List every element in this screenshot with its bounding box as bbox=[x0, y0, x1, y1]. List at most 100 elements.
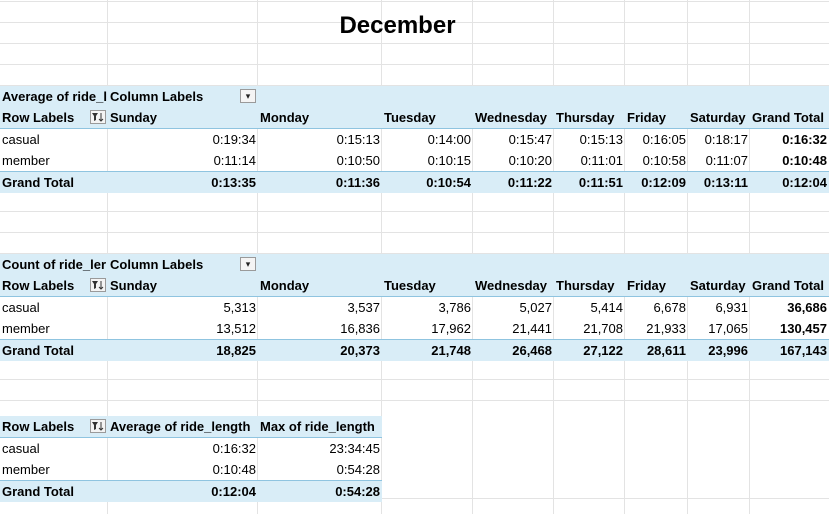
grand-total-cell[interactable]: 18,825 bbox=[216, 343, 256, 358]
day-header-wednesday[interactable]: Wednesday bbox=[475, 110, 548, 125]
day-header-monday[interactable]: Monday bbox=[260, 110, 310, 125]
grand-total-label[interactable]: Grand Total bbox=[2, 343, 74, 358]
value-cell[interactable]: 3,786 bbox=[438, 300, 471, 315]
max-ride-length-header[interactable]: Max of ride_length bbox=[260, 419, 375, 434]
value-field-label[interactable]: Count of ride_ler bbox=[2, 257, 107, 272]
day-header-friday[interactable]: Friday bbox=[627, 278, 667, 293]
value-cell[interactable]: 13,512 bbox=[216, 321, 256, 336]
value-cell[interactable]: 21,933 bbox=[646, 321, 686, 336]
grand-total-cell[interactable]: 0:13:35 bbox=[211, 175, 256, 190]
grand-total-cell[interactable]: 0:10:54 bbox=[426, 175, 471, 190]
pivot-table-average[interactable]: Average of ride_l Column Labels ▾ Row La… bbox=[0, 86, 829, 193]
value-cell[interactable]: 6,678 bbox=[653, 300, 686, 315]
grand-total-cell[interactable]: 28,611 bbox=[646, 343, 686, 358]
value-cell[interactable]: 5,313 bbox=[223, 300, 256, 315]
grand-total-cell[interactable]: 21,748 bbox=[431, 343, 471, 358]
row-total-cell[interactable]: 0:10:48 bbox=[782, 153, 827, 168]
average-ride-length-header[interactable]: Average of ride_length bbox=[110, 419, 251, 434]
row-labels-header[interactable]: Row Labels bbox=[2, 278, 75, 293]
table-row[interactable]: member 0:11:14 0:10:50 0:10:15 0:10:20 0… bbox=[0, 150, 829, 171]
grand-total-cell[interactable]: 26,468 bbox=[512, 343, 552, 358]
row-labels-filter-icon[interactable] bbox=[90, 110, 106, 124]
grand-total-row[interactable]: Grand Total 0:13:35 0:11:36 0:10:54 0:11… bbox=[0, 171, 829, 193]
grand-total-label[interactable]: Grand Total bbox=[2, 484, 74, 499]
value-cell[interactable]: 17,962 bbox=[431, 321, 471, 336]
grand-total-cell[interactable]: 27,122 bbox=[583, 343, 623, 358]
value-cell[interactable]: 16,836 bbox=[340, 321, 380, 336]
day-header-sunday[interactable]: Sunday bbox=[110, 278, 157, 293]
day-header-friday[interactable]: Friday bbox=[627, 110, 667, 125]
value-cell[interactable]: 0:10:15 bbox=[427, 153, 471, 168]
day-header-thursday[interactable]: Thursday bbox=[556, 278, 615, 293]
day-header-saturday[interactable]: Saturday bbox=[690, 110, 746, 125]
table-row[interactable]: casual 0:16:32 23:34:45 bbox=[0, 438, 382, 459]
value-cell[interactable]: 0:15:13 bbox=[579, 132, 623, 147]
grand-total-overall[interactable]: 167,143 bbox=[780, 343, 827, 358]
day-header-wednesday[interactable]: Wednesday bbox=[475, 278, 548, 293]
value-cell[interactable]: 23:34:45 bbox=[329, 441, 380, 456]
value-cell[interactable]: 0:14:00 bbox=[427, 132, 471, 147]
column-labels-dropdown-icon[interactable]: ▾ bbox=[240, 89, 256, 103]
value-cell[interactable]: 21,708 bbox=[583, 321, 623, 336]
grand-total-cell[interactable]: 0:12:04 bbox=[211, 484, 256, 499]
value-cell[interactable]: 5,414 bbox=[590, 300, 623, 315]
grand-total-cell[interactable]: 20,373 bbox=[340, 343, 380, 358]
row-label-member[interactable]: member bbox=[2, 153, 50, 168]
row-labels-filter-icon[interactable] bbox=[90, 278, 106, 292]
table-row[interactable]: casual 0:19:34 0:15:13 0:14:00 0:15:47 0… bbox=[0, 129, 829, 150]
day-header-sunday[interactable]: Sunday bbox=[110, 110, 157, 125]
grand-total-header[interactable]: Grand Total bbox=[752, 278, 824, 293]
value-cell[interactable]: 0:10:50 bbox=[336, 153, 380, 168]
day-header-tuesday[interactable]: Tuesday bbox=[384, 110, 436, 125]
value-cell[interactable]: 0:15:47 bbox=[508, 132, 552, 147]
value-cell[interactable]: 0:19:34 bbox=[212, 132, 256, 147]
table-row[interactable]: casual 5,313 3,537 3,786 5,027 5,414 6,6… bbox=[0, 297, 829, 318]
pivot-table-count[interactable]: Count of ride_ler Column Labels ▾ Row La… bbox=[0, 254, 829, 361]
day-header-tuesday[interactable]: Tuesday bbox=[384, 278, 436, 293]
grand-total-cell[interactable]: 0:54:28 bbox=[335, 484, 380, 499]
column-labels-dropdown-icon[interactable]: ▾ bbox=[240, 257, 256, 271]
table-row[interactable]: member 0:10:48 0:54:28 bbox=[0, 459, 382, 480]
table-row[interactable]: member 13,512 16,836 17,962 21,441 21,70… bbox=[0, 318, 829, 339]
column-labels-header[interactable]: Column Labels bbox=[110, 257, 204, 272]
value-cell[interactable]: 0:54:28 bbox=[336, 462, 380, 477]
value-cell[interactable]: 0:10:58 bbox=[642, 153, 686, 168]
row-total-cell[interactable]: 36,686 bbox=[787, 300, 827, 315]
value-cell[interactable]: 5,027 bbox=[519, 300, 552, 315]
row-label-casual[interactable]: casual bbox=[2, 441, 40, 456]
grand-total-cell[interactable]: 0:13:11 bbox=[703, 175, 748, 190]
value-cell[interactable]: 0:16:05 bbox=[642, 132, 686, 147]
grand-total-cell[interactable]: 0:11:51 bbox=[578, 175, 623, 190]
value-cell[interactable]: 0:11:01 bbox=[580, 153, 623, 168]
row-label-member[interactable]: member bbox=[2, 321, 50, 336]
grand-total-header[interactable]: Grand Total bbox=[752, 110, 824, 125]
value-cell[interactable]: 0:10:48 bbox=[212, 462, 256, 477]
grand-total-cell[interactable]: 23,996 bbox=[708, 343, 748, 358]
row-label-casual[interactable]: casual bbox=[2, 132, 40, 147]
row-label-casual[interactable]: casual bbox=[2, 300, 40, 315]
grand-total-row[interactable]: Grand Total 18,825 20,373 21,748 26,468 … bbox=[0, 339, 829, 361]
grand-total-row[interactable]: Grand Total 0:12:04 0:54:28 bbox=[0, 480, 382, 502]
value-cell[interactable]: 17,065 bbox=[708, 321, 748, 336]
day-header-monday[interactable]: Monday bbox=[260, 278, 310, 293]
value-cell[interactable]: 0:15:13 bbox=[336, 132, 380, 147]
value-cell[interactable]: 3,537 bbox=[347, 300, 380, 315]
value-cell[interactable]: 0:11:07 bbox=[705, 153, 748, 168]
grand-total-cell[interactable]: 0:12:09 bbox=[641, 175, 686, 190]
value-cell[interactable]: 6,931 bbox=[715, 300, 748, 315]
row-total-cell[interactable]: 130,457 bbox=[780, 321, 827, 336]
row-labels-header[interactable]: Row Labels bbox=[2, 110, 75, 125]
grand-total-cell[interactable]: 0:11:36 bbox=[335, 175, 380, 190]
value-cell[interactable]: 0:10:20 bbox=[508, 153, 552, 168]
grand-total-label[interactable]: Grand Total bbox=[2, 175, 74, 190]
value-field-label[interactable]: Average of ride_l bbox=[2, 89, 108, 104]
column-labels-header[interactable]: Column Labels bbox=[110, 89, 204, 104]
day-header-saturday[interactable]: Saturday bbox=[690, 278, 746, 293]
day-header-thursday[interactable]: Thursday bbox=[556, 110, 615, 125]
value-cell[interactable]: 0:18:17 bbox=[704, 132, 748, 147]
grand-total-cell[interactable]: 0:11:22 bbox=[507, 175, 552, 190]
row-labels-header[interactable]: Row Labels bbox=[2, 419, 75, 434]
row-labels-filter-icon[interactable] bbox=[90, 419, 106, 433]
row-label-member[interactable]: member bbox=[2, 462, 50, 477]
row-total-cell[interactable]: 0:16:32 bbox=[782, 132, 827, 147]
